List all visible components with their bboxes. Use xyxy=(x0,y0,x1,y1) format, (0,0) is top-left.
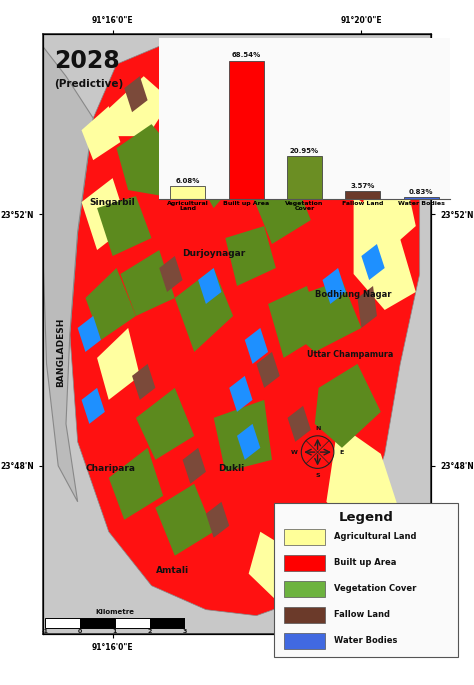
Polygon shape xyxy=(117,124,182,196)
Polygon shape xyxy=(97,196,152,256)
Text: S: S xyxy=(315,473,320,478)
Bar xyxy=(284,581,325,597)
Polygon shape xyxy=(109,448,163,520)
Text: N: N xyxy=(315,426,320,431)
Text: Dukli: Dukli xyxy=(218,464,244,473)
Text: Kilometre: Kilometre xyxy=(95,609,135,615)
Text: Bodhjung Nagar: Bodhjung Nagar xyxy=(315,290,392,299)
Polygon shape xyxy=(361,244,385,280)
Text: Legend: Legend xyxy=(339,511,393,524)
Polygon shape xyxy=(256,352,280,388)
Polygon shape xyxy=(97,328,140,400)
Polygon shape xyxy=(288,280,361,352)
Text: Charipara: Charipara xyxy=(86,464,136,473)
Bar xyxy=(45,618,80,627)
Polygon shape xyxy=(82,106,120,160)
Text: Agricultural Land: Agricultural Land xyxy=(334,532,417,540)
Text: Fallow Land: Fallow Land xyxy=(334,610,390,619)
Polygon shape xyxy=(229,148,253,184)
Text: 68.54%: 68.54% xyxy=(232,52,261,58)
Polygon shape xyxy=(249,532,319,603)
Polygon shape xyxy=(322,268,346,304)
Text: 3.57%: 3.57% xyxy=(351,183,375,189)
Text: 2: 2 xyxy=(148,629,152,634)
Bar xyxy=(404,197,438,199)
Polygon shape xyxy=(307,136,330,172)
Polygon shape xyxy=(136,388,194,460)
Text: (Predictive): (Predictive) xyxy=(55,79,124,89)
Bar xyxy=(115,618,150,627)
Text: W: W xyxy=(291,449,297,455)
Polygon shape xyxy=(175,268,233,352)
Polygon shape xyxy=(276,76,346,136)
Text: 0.83%: 0.83% xyxy=(409,188,433,195)
Bar xyxy=(284,529,325,545)
Polygon shape xyxy=(206,501,229,538)
Polygon shape xyxy=(288,406,311,442)
Bar xyxy=(171,186,205,199)
Polygon shape xyxy=(245,328,268,364)
Bar xyxy=(150,618,185,627)
FancyBboxPatch shape xyxy=(274,503,458,658)
Polygon shape xyxy=(229,376,253,412)
Text: Durjoynagar: Durjoynagar xyxy=(182,249,246,258)
Polygon shape xyxy=(132,364,155,400)
Polygon shape xyxy=(120,250,175,316)
Polygon shape xyxy=(43,47,93,501)
Bar xyxy=(284,555,325,571)
Bar xyxy=(284,607,325,623)
Polygon shape xyxy=(155,484,214,556)
Polygon shape xyxy=(85,268,136,340)
Bar xyxy=(346,192,380,199)
Text: 3: 3 xyxy=(182,629,187,634)
Polygon shape xyxy=(361,142,416,250)
Text: Amtali: Amtali xyxy=(156,566,190,575)
Polygon shape xyxy=(82,388,105,424)
Polygon shape xyxy=(253,172,311,244)
Polygon shape xyxy=(198,268,221,304)
Text: Vegetation Cover: Vegetation Cover xyxy=(334,584,417,593)
Polygon shape xyxy=(82,178,128,250)
Text: Water Bodies: Water Bodies xyxy=(334,636,398,645)
Text: Singarbil: Singarbil xyxy=(90,197,136,207)
Polygon shape xyxy=(105,76,171,136)
Text: 20.95%: 20.95% xyxy=(290,148,319,154)
Text: Uttar Champamura: Uttar Champamura xyxy=(307,351,393,360)
Text: E: E xyxy=(339,449,343,455)
Polygon shape xyxy=(70,47,419,616)
Text: 0: 0 xyxy=(78,629,82,634)
Text: 1: 1 xyxy=(113,629,117,634)
Polygon shape xyxy=(315,364,381,448)
Text: 6.08%: 6.08% xyxy=(176,178,200,184)
Polygon shape xyxy=(186,136,245,208)
Polygon shape xyxy=(182,448,206,484)
Polygon shape xyxy=(124,76,147,112)
Polygon shape xyxy=(175,71,237,124)
Polygon shape xyxy=(159,256,182,292)
Bar xyxy=(284,633,325,649)
Polygon shape xyxy=(268,286,322,358)
Polygon shape xyxy=(357,286,377,328)
Text: 2028: 2028 xyxy=(55,49,120,73)
Text: BANGLADESH: BANGLADESH xyxy=(55,317,64,386)
Bar xyxy=(80,618,115,627)
Polygon shape xyxy=(78,316,101,352)
Polygon shape xyxy=(225,226,276,286)
Text: -1: -1 xyxy=(42,629,48,634)
Text: Built up Area: Built up Area xyxy=(334,558,397,566)
Polygon shape xyxy=(354,196,416,310)
Bar xyxy=(229,61,264,199)
Polygon shape xyxy=(237,424,260,460)
Polygon shape xyxy=(214,400,272,472)
Bar xyxy=(287,156,322,199)
Polygon shape xyxy=(327,424,400,538)
